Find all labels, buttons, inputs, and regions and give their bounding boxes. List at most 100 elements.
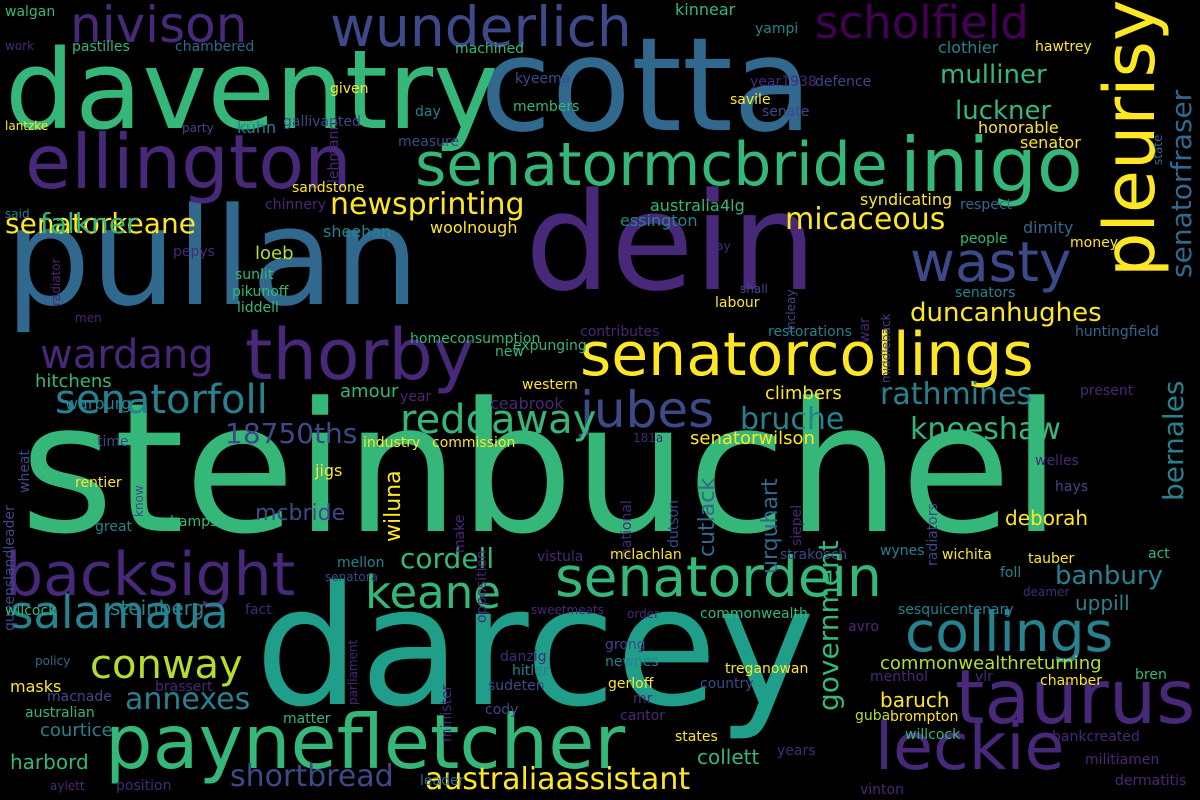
- word-keane: keane: [365, 566, 501, 619]
- word-matter: matter: [283, 711, 331, 727]
- word-sweetmeats: sweetmeats: [531, 603, 604, 617]
- word-mr: mr: [633, 691, 653, 707]
- word-guba: guba: [855, 708, 891, 724]
- word-steinbuchel: steinbuchel: [20, 365, 1062, 574]
- word-newnes: newnes: [605, 654, 659, 670]
- word-said: said: [5, 207, 30, 221]
- word-siepel: siepel: [789, 504, 805, 546]
- word-kinnear: kinnear: [675, 0, 736, 19]
- word-leckie: leckie: [875, 710, 1065, 785]
- word-avro: avro: [848, 619, 879, 635]
- word-bernales: bernales: [1157, 380, 1190, 501]
- word-wynes: wynes: [880, 543, 925, 559]
- word-chambered: chambered: [175, 39, 255, 55]
- word-yampi: yampi: [755, 21, 799, 37]
- word-vistula: vistula: [537, 549, 584, 565]
- word-18750ths: 18750ths: [225, 417, 358, 450]
- word-macnade: macnade: [47, 689, 112, 705]
- word-savile: savile: [730, 92, 771, 108]
- word-expunging: expunging: [513, 338, 587, 354]
- word-annexes: annexes: [125, 682, 251, 717]
- word-brompton: brompton: [890, 709, 959, 725]
- word-homeconsumption: homeconsumption: [410, 331, 541, 347]
- word-pastilles: pastilles: [72, 39, 130, 55]
- word-climbers: climbers: [765, 383, 842, 404]
- word-mclachlan: mclachlan: [610, 547, 682, 563]
- word-syndicating: syndicating: [860, 190, 953, 209]
- word-senatormcbride: senatormcbride: [415, 130, 888, 200]
- word-state: state: [1151, 134, 1165, 165]
- word-work: work: [5, 39, 35, 53]
- word-senate: senate: [762, 104, 810, 120]
- word-wasty: wasty: [910, 230, 1072, 294]
- word-huntingfield: huntingfield: [1075, 324, 1159, 340]
- word-loeb: loeb: [255, 243, 294, 264]
- word-rathmines: rathmines: [880, 377, 1033, 412]
- word-leader: leader: [420, 773, 465, 789]
- word-deamer: deamer: [1023, 585, 1070, 599]
- word-bren: bren: [1135, 667, 1167, 683]
- word-collett: collett: [697, 745, 760, 769]
- word-hampson: hampson: [170, 514, 235, 530]
- word-senators: senators: [955, 285, 1016, 301]
- word-say: say: [710, 239, 731, 253]
- word-paynefletcher: paynefletcher: [105, 698, 626, 786]
- word-wunderlich: wunderlich: [330, 0, 632, 59]
- word-sandstone: sandstone: [292, 180, 365, 196]
- word-militiamen: militiamen: [1085, 752, 1160, 768]
- word-wheat: wheat: [17, 449, 33, 493]
- word-radiators: radiators: [925, 503, 941, 566]
- word-year1938: year1938: [750, 74, 817, 90]
- word-great: great: [95, 519, 133, 535]
- word-clothier: clothier: [938, 38, 999, 57]
- word-present: present: [1080, 383, 1134, 399]
- word-contributes: contributes: [580, 324, 660, 340]
- word-cantor: cantor: [620, 708, 665, 724]
- word-brassert: brassert: [155, 679, 213, 695]
- word-duncanhughes: duncanhughes: [910, 298, 1102, 328]
- word-deborah: deborah: [1005, 506, 1089, 530]
- word-chamber: chamber: [1040, 673, 1103, 689]
- word-radiator: radiator: [49, 258, 63, 306]
- word-woolnough: woolnough: [430, 218, 518, 237]
- word-sudeten: sudeten: [488, 678, 545, 694]
- word-money: money: [1070, 235, 1118, 251]
- word-gerloff: gerloff: [608, 676, 654, 692]
- word-inigo: inigo: [900, 121, 1083, 209]
- word-lehmann: lehmann: [326, 121, 342, 183]
- word-181a: 181a: [633, 431, 664, 445]
- word-4lg: 4lg: [720, 196, 745, 215]
- word-kneeshaw: kneeshaw: [910, 412, 1061, 447]
- word-falkner: falkner: [40, 207, 138, 240]
- word-cutlack: cutlack: [695, 477, 720, 557]
- word-walgan: walgan: [5, 4, 56, 20]
- word-senatora: senatora: [325, 570, 378, 584]
- word-senatorfoll: senatorfoll: [55, 377, 268, 423]
- word-micaceous: micaceous: [785, 202, 946, 237]
- word-cotta: cotta: [480, 9, 813, 161]
- word-dutson: dutson: [666, 500, 682, 548]
- word-welles: welles: [1035, 453, 1079, 469]
- word-pikunoff: pikunoff: [232, 284, 289, 300]
- word-year: year: [400, 389, 432, 405]
- word-essington: essington: [620, 211, 698, 230]
- word-years: years: [777, 743, 816, 759]
- word-dermatitis: dermatitis: [1115, 773, 1187, 789]
- word-middleback: middleback: [879, 313, 893, 384]
- word-respect: respect: [960, 197, 1013, 213]
- word-new: new: [495, 344, 524, 360]
- word-defence: defence: [815, 74, 872, 90]
- word-cody: cody: [485, 702, 519, 718]
- word-measure: measure: [398, 134, 460, 150]
- word-make: make: [452, 514, 468, 553]
- word-senatorkeane: senatorkeane: [5, 207, 196, 240]
- word-jubes: jubes: [580, 381, 715, 439]
- word-newsprinting: newsprinting: [330, 187, 525, 222]
- word-sesquicentenary: sesquicentenary: [898, 602, 1014, 618]
- word-industry: industry: [363, 435, 421, 451]
- word-opposition: opposition: [474, 550, 490, 623]
- word-people: people: [960, 231, 1008, 247]
- word-party: party: [182, 121, 214, 135]
- word-wardang: wardang: [40, 332, 214, 378]
- word-sheehan: sheehan: [323, 222, 392, 241]
